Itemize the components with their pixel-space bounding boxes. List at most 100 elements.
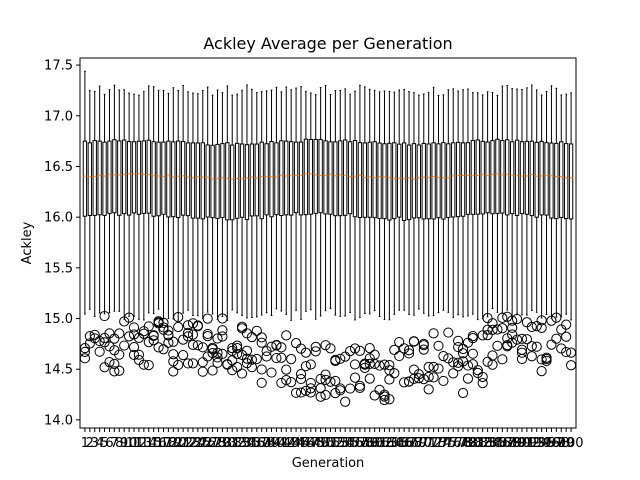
box-iqr xyxy=(161,141,166,215)
box-group xyxy=(148,86,159,346)
box-group xyxy=(354,84,366,393)
flier-point xyxy=(369,358,380,370)
flier-point xyxy=(109,366,120,377)
flier-point xyxy=(217,348,228,359)
box-group xyxy=(516,89,528,365)
flier-point xyxy=(295,387,307,398)
box-group xyxy=(394,89,405,362)
flier-point xyxy=(516,347,528,358)
x-tick-label: 70 xyxy=(415,436,432,451)
flier-point xyxy=(516,344,528,355)
flier-point xyxy=(379,394,390,406)
x-tick-label: 32 xyxy=(229,436,246,451)
flier-point xyxy=(89,333,100,344)
flier-point xyxy=(187,339,199,350)
x-axis-label: Generation xyxy=(292,456,365,471)
x-tick-label: 44 xyxy=(288,436,305,451)
box-group xyxy=(133,94,145,366)
box-iqr xyxy=(382,143,387,220)
box-iqr xyxy=(244,144,250,221)
box-iqr xyxy=(328,141,333,215)
box-iqr xyxy=(465,142,471,215)
flier-point xyxy=(551,312,562,323)
x-tick-label: 25 xyxy=(194,436,211,451)
x-tick-label: 73 xyxy=(430,436,447,451)
flier-point xyxy=(207,365,218,376)
y-tick-label: 15.0 xyxy=(44,312,73,327)
box-group xyxy=(104,89,115,368)
x-tick-label: 38 xyxy=(258,436,275,451)
flier-point xyxy=(232,361,243,373)
box-group xyxy=(246,88,257,373)
x-tick-label: 39 xyxy=(263,436,280,451)
flier-point xyxy=(364,342,375,354)
flier-point xyxy=(487,318,498,329)
flier-point xyxy=(109,358,120,370)
box-iqr xyxy=(122,139,127,215)
flier-point xyxy=(418,374,429,385)
flier-point xyxy=(482,324,493,335)
x-tick-label: 36 xyxy=(249,436,266,451)
flier-point xyxy=(374,360,385,371)
flier-point xyxy=(389,368,400,379)
x-tick-label: 46 xyxy=(298,436,315,451)
box-group xyxy=(477,94,488,389)
x-tick-label: 37 xyxy=(253,436,270,451)
flier-point xyxy=(168,336,179,347)
x-tick-label: 11 xyxy=(126,436,143,451)
box-iqr xyxy=(372,141,377,219)
flier-point xyxy=(349,372,361,383)
box-group xyxy=(403,91,415,387)
flier-point xyxy=(536,354,547,365)
box-group xyxy=(325,94,336,387)
flier-point xyxy=(330,375,341,387)
x-tick-label: 9 xyxy=(120,436,128,451)
x-tick-label: 100 xyxy=(559,436,584,451)
box-iqr xyxy=(259,141,264,220)
flier-point xyxy=(457,348,469,359)
flier-point xyxy=(403,348,415,359)
box-iqr xyxy=(180,141,186,216)
flier-point xyxy=(182,358,194,369)
flier-point xyxy=(438,375,449,387)
flier-point xyxy=(168,366,179,377)
flier-point xyxy=(325,376,336,387)
x-tick-label: 59 xyxy=(361,436,378,451)
x-tick-label: 5 xyxy=(100,436,108,451)
flier-point xyxy=(448,368,459,379)
x-tick-label: 85 xyxy=(489,436,506,451)
box-iqr xyxy=(288,141,294,216)
flier-point xyxy=(271,340,282,351)
flier-point xyxy=(305,383,316,394)
x-tick-label: 30 xyxy=(219,436,236,451)
flier-point xyxy=(497,354,508,365)
flier-point xyxy=(443,327,454,338)
box-group xyxy=(565,92,577,371)
box-iqr xyxy=(190,142,196,219)
flier-point xyxy=(497,312,508,323)
flier-point xyxy=(418,338,429,349)
flier-point xyxy=(300,347,312,358)
box-iqr xyxy=(279,140,284,216)
x-tick-label: 63 xyxy=(381,436,398,451)
flier-point xyxy=(173,359,184,371)
box-iqr xyxy=(97,140,102,216)
flier-point xyxy=(158,317,169,328)
x-tick-label: 90 xyxy=(514,436,531,451)
flier-point xyxy=(487,324,498,335)
x-tick-label: 52 xyxy=(327,436,344,451)
box-group xyxy=(561,93,572,358)
flier-point xyxy=(256,332,267,343)
box-iqr xyxy=(210,144,215,219)
box-iqr xyxy=(171,141,176,218)
box-iqr xyxy=(446,143,451,218)
flier-point xyxy=(178,350,189,361)
flier-point xyxy=(340,396,351,407)
y-tick-label: 15.5 xyxy=(44,261,73,276)
x-tick-label: 76 xyxy=(445,436,462,451)
box-group xyxy=(443,89,454,364)
box-iqr xyxy=(131,141,137,214)
box-iqr xyxy=(441,142,446,220)
flier-point xyxy=(276,377,287,389)
x-tick-label: 13 xyxy=(136,436,153,451)
